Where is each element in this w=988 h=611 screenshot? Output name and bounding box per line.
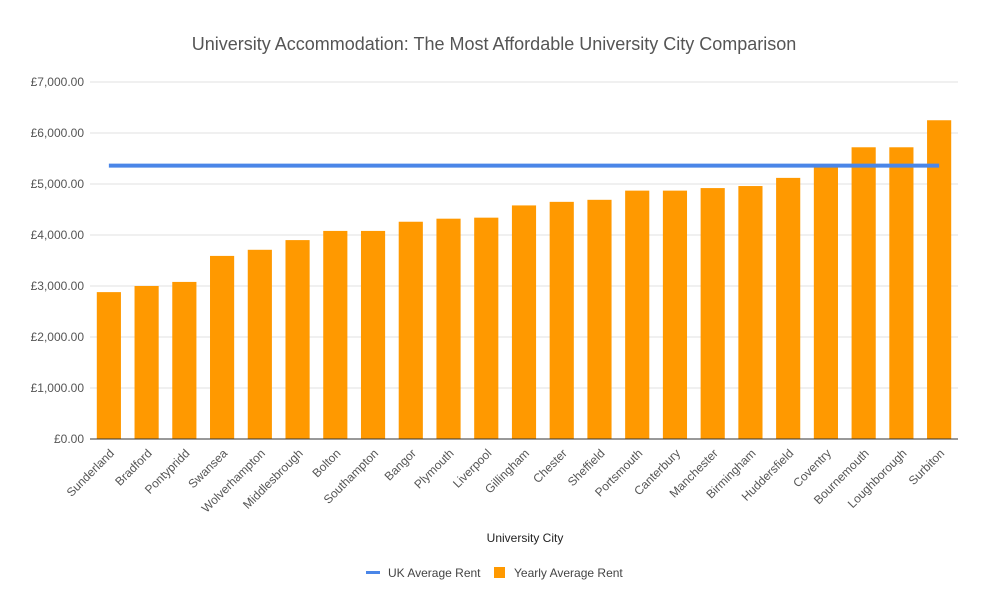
legend-bar-label: Yearly Average Rent [514,566,623,580]
bar [738,186,763,439]
legend-item-bar[interactable]: Yearly Average Rent [494,566,623,580]
y-tick-label: £6,000.00 [31,126,85,140]
legend: UK Average Rent Yearly Average Rent [366,566,623,580]
x-tick-label: Bolton [309,446,343,480]
bar [474,217,499,439]
bar [360,230,386,439]
legend-line-label: UK Average Rent [388,566,481,580]
chart-title: University Accommodation: The Most Affor… [192,34,797,54]
y-tick-label: £0.00 [54,432,84,446]
y-tick-label: £4,000.00 [31,228,85,242]
legend-item-line[interactable]: UK Average Rent [366,566,481,580]
bar [96,292,121,439]
bar [700,188,725,439]
y-tick-label: £3,000.00 [31,279,85,293]
bar [927,120,952,439]
y-tick-label: £1,000.00 [31,381,85,395]
bar-series [96,120,952,439]
x-tick-label: Chester [530,446,570,486]
x-tick-label: Surbiton [906,446,948,488]
bar [625,190,650,439]
x-tick-label: Plymouth [411,446,456,491]
legend-bar-swatch [494,567,505,578]
bar [776,177,801,439]
bar [285,240,310,439]
bar [172,281,197,439]
bar [398,221,423,439]
x-axis-title: University City [487,531,564,545]
bar [247,249,272,439]
x-axis-labels: SunderlandBradfordPontypriddSwanseaWolve… [64,446,948,515]
bar [851,147,876,439]
x-tick-label: Bangor [382,446,419,483]
x-tick-label: Sunderland [64,446,117,499]
bar [587,199,612,439]
bar [813,166,838,439]
legend-line-swatch [366,571,380,574]
y-tick-label: £7,000.00 [31,75,85,89]
bar [511,205,537,439]
y-tick-label: £2,000.00 [31,330,85,344]
bar [549,201,574,439]
bar [662,190,688,439]
bar [889,147,914,439]
bar [436,218,461,439]
bar [134,286,159,439]
bar [323,230,348,439]
y-axis-ticks: £0.00 £1,000.00 £2,000.00 £3,000.00 £4,000.0… [31,75,85,446]
bar [210,255,235,439]
y-tick-label: £5,000.00 [31,177,85,191]
